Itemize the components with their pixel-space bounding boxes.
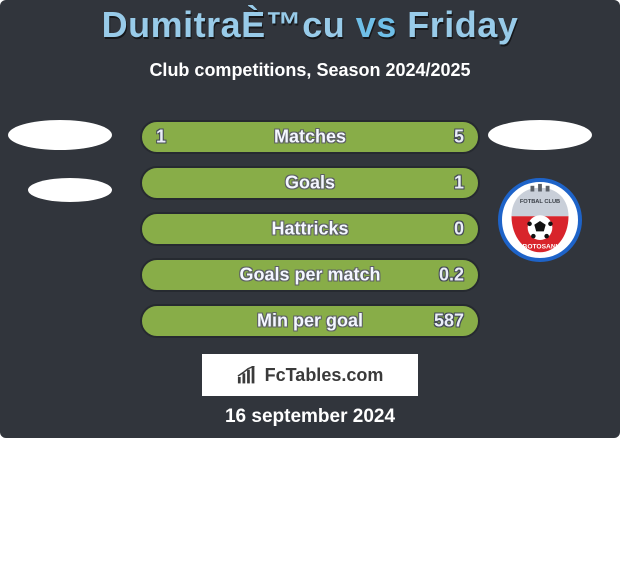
- stat-row: Hattricks 0: [140, 212, 480, 246]
- stat-value-right: 5: [454, 127, 464, 148]
- date-text: 16 september 2024: [0, 406, 620, 428]
- bar-chart-icon: [237, 366, 259, 384]
- fctables-label: FcTables.com: [265, 365, 384, 386]
- page-title: DumitraÈ™cu vs Friday: [0, 4, 620, 46]
- stat-row: Goals per match 0.2: [140, 258, 480, 292]
- subtitle: Club competitions, Season 2024/2025: [0, 60, 620, 81]
- stat-row: 1 Matches 5: [140, 120, 480, 154]
- player-a-name: DumitraÈ™cu: [102, 4, 346, 45]
- stat-value-right: 587: [434, 311, 464, 332]
- stat-label: Hattricks: [271, 219, 348, 240]
- stat-value-right: 0: [454, 219, 464, 240]
- avatar-placeholder-left-2: [28, 178, 112, 202]
- stat-label: Min per goal: [257, 311, 363, 332]
- avatar-placeholder-left-1: [8, 120, 112, 150]
- club-crest: FOTBAL CLUB BOTOSANI: [498, 178, 582, 262]
- avatar-placeholder-right-1: [488, 120, 592, 150]
- stat-rows: 1 Matches 5 Goals 1 Hattricks 0 Goals pe…: [140, 120, 480, 350]
- player-b-name: Friday: [407, 4, 518, 45]
- stats-panel: DumitraÈ™cu vs Friday Club competitions,…: [0, 0, 620, 438]
- crest-line2: BOTOSANI: [523, 244, 558, 251]
- stat-row: Min per goal 587: [140, 304, 480, 338]
- crest-line1: FOTBAL CLUB: [520, 199, 560, 205]
- stat-label: Matches: [274, 127, 346, 148]
- fctables-badge[interactable]: FcTables.com: [202, 354, 418, 396]
- stat-value-right: 1: [454, 173, 464, 194]
- stat-value-right: 0.2: [439, 265, 464, 286]
- stat-label: Goals per match: [239, 265, 380, 286]
- stat-label: Goals: [285, 173, 335, 194]
- stat-value-left: 1: [156, 127, 166, 148]
- stat-row: Goals 1: [140, 166, 480, 200]
- vs-text: vs: [356, 4, 397, 45]
